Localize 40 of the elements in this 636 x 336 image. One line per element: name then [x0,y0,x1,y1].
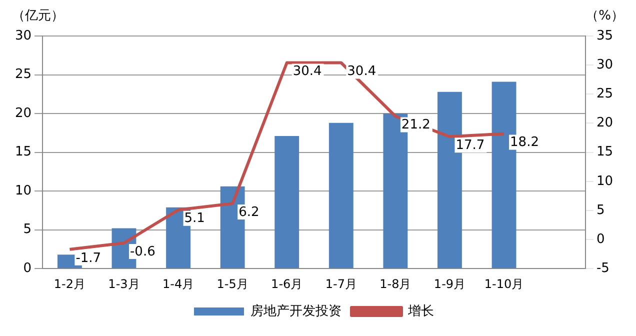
y2-axis-title: （%） [586,8,624,24]
x-tick-label: 1-5月 [216,276,248,291]
bar [328,122,354,268]
y-tick-label: 15 [14,144,32,160]
y2-tick-label: -5 [596,260,610,276]
bar [274,136,300,268]
y2-tick-label: 20 [596,116,614,131]
y2-tick-label: 35 [596,28,614,44]
x-tick-label: 1-6月 [271,276,303,291]
y2-tick-label: 25 [596,86,614,102]
x-tick-label: 1-7月 [325,276,357,291]
y2-tick-label: 0 [596,232,605,247]
data-label: 30.4 [292,64,322,80]
x-tick-label: 1-2月 [54,276,86,291]
data-label: 18.2 [510,135,539,150]
data-label: 6.2 [238,204,260,220]
data-label: -0.6 [130,244,156,260]
y2-tick-label: 10 [596,174,614,189]
y-tick-label: 30 [14,28,32,44]
x-tick-label: 1-9月 [434,276,466,291]
x-tick-label: 1-10月 [484,276,524,291]
data-label: 17.7 [456,138,485,153]
data-label: -1.7 [76,250,102,266]
y-tick-label: 5 [23,222,32,238]
x-tick-label: 1-8月 [380,276,412,291]
y2-tick-label: 30 [596,57,614,72]
y-tick-label: 10 [14,183,32,198]
data-label: 5.1 [184,211,205,226]
data-label: 21.2 [401,118,430,133]
y-tick-label: 20 [14,106,32,121]
x-tick-label: 1-4月 [162,276,194,291]
y-tick-label: 25 [14,67,32,82]
y2-tick-label: 15 [596,144,614,160]
data-label: 30.4 [347,64,376,80]
legend-label: 房地产开发投资 [250,302,342,319]
x-tick-label: 1-3月 [108,276,140,291]
y-axis-title: （亿元） [12,8,64,24]
y-tick-label: 0 [23,260,32,276]
legend-label: 增长 [407,304,434,319]
y2-tick-label: 5 [596,202,605,218]
